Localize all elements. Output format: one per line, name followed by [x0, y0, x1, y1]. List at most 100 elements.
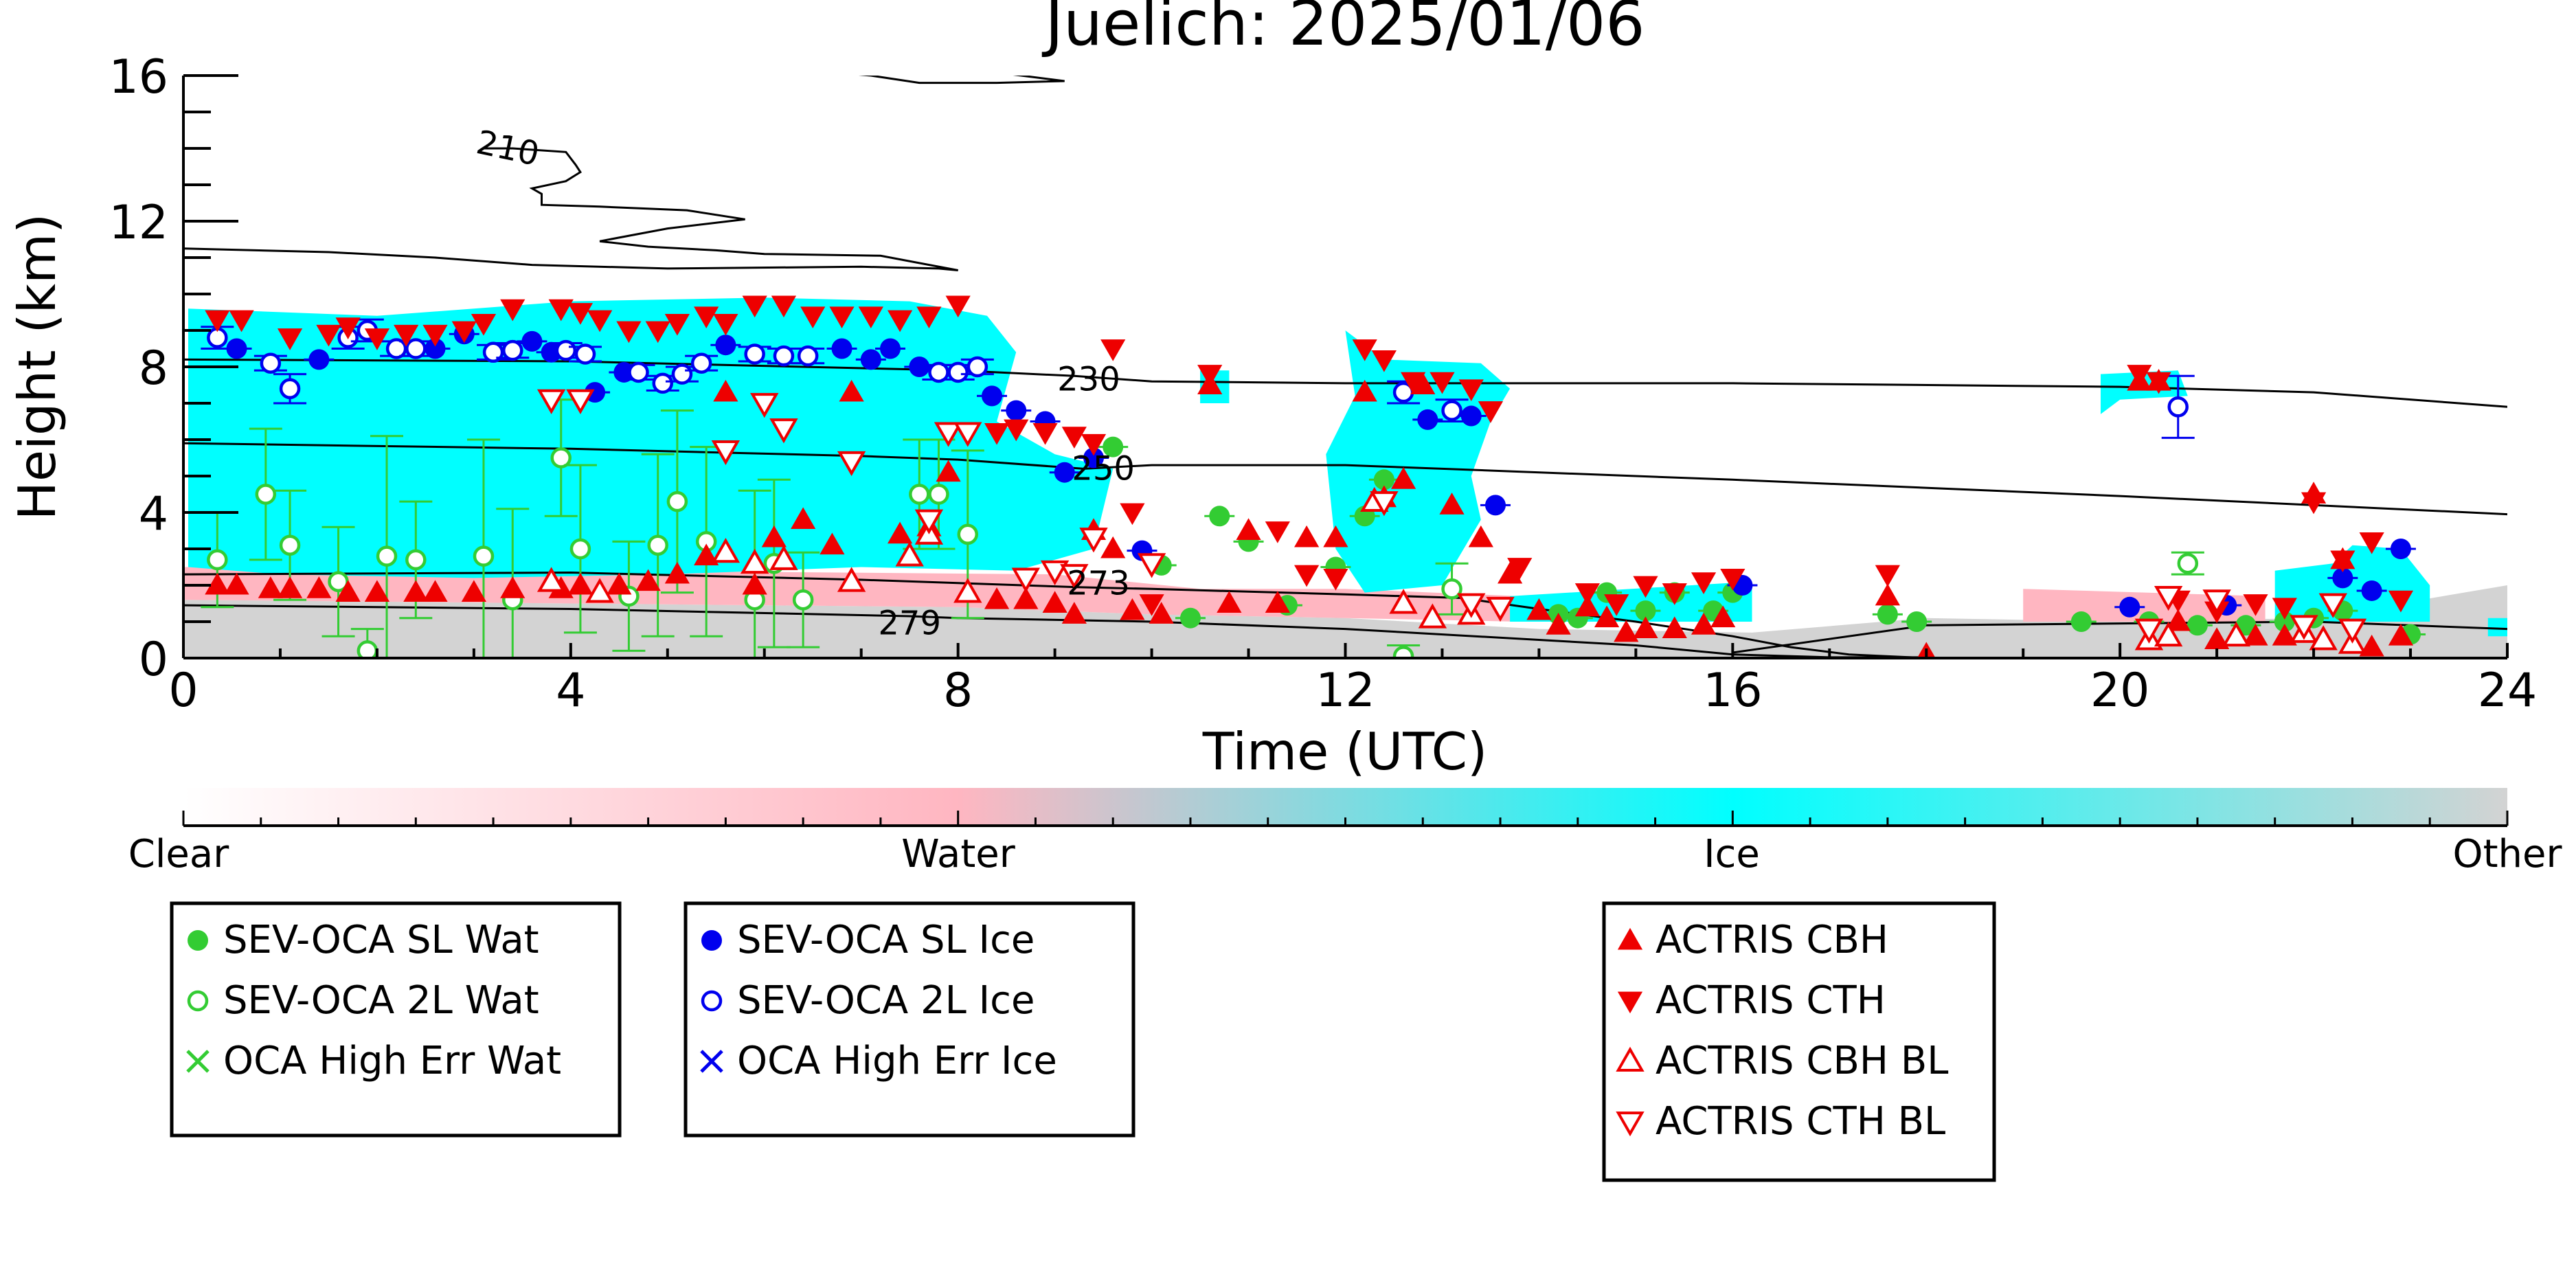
marker-shape — [574, 343, 596, 365]
other-region — [183, 585, 2507, 658]
marker-shape — [860, 349, 881, 370]
marker-shape — [1691, 572, 1717, 594]
data-markers — [201, 295, 2426, 658]
x-tick-label: 24 — [2478, 664, 2538, 718]
marker-shape — [1040, 560, 1070, 586]
marker-shape — [1371, 350, 1397, 372]
contour-label: 279 — [878, 605, 941, 643]
marker-shape — [701, 990, 723, 1012]
marker-shape — [945, 295, 971, 318]
actris-cbh-point — [422, 580, 448, 602]
marker-shape — [1441, 400, 1462, 421]
marker-shape — [555, 339, 577, 361]
actris-cbh-point — [1691, 613, 1717, 635]
actris-cbh-bl-point — [536, 567, 566, 592]
sev-oca-sl-wat-point — [2070, 611, 2092, 632]
actris-cth-point — [645, 321, 670, 343]
marker-shape — [1875, 565, 1900, 587]
actris-cbh-point — [1710, 605, 1736, 628]
marker-shape — [1574, 583, 1601, 605]
colorbar-ticks — [182, 811, 2509, 827]
actris-cth-point — [742, 295, 767, 318]
actris-cbh-point — [635, 569, 661, 591]
marker-shape — [2388, 590, 2414, 613]
legend-marker — [1617, 991, 1643, 1014]
marker-shape — [1662, 583, 1687, 605]
actris-cbh-point — [1323, 525, 1348, 547]
actris-cbh-point — [1265, 591, 1290, 613]
marker-shape — [713, 379, 738, 402]
sev-oca-sl-ice-point — [308, 349, 330, 370]
actris-cth-point — [1139, 594, 1164, 616]
actris-cbh-point — [2388, 623, 2414, 646]
sev-oca-sl-ice-point — [226, 338, 247, 359]
contour-labels: 210 230 250 273 279 — [473, 123, 1135, 643]
marker-shape — [1877, 604, 1898, 625]
actris-cbh-point — [820, 532, 845, 555]
actris-cth-bl-point — [711, 440, 741, 466]
actris-cbh-point — [791, 507, 816, 530]
marker-shape — [187, 990, 209, 1012]
marker-shape — [909, 484, 930, 505]
sev-oca-2l-wat-point — [405, 549, 427, 571]
marker-shape — [566, 389, 595, 414]
actris-cth-bl-point — [914, 509, 944, 534]
actris-cbh-point — [567, 572, 594, 595]
marker-shape — [1103, 436, 1124, 457]
marker-shape — [2361, 580, 2382, 601]
marker-shape — [1486, 596, 1515, 622]
marker-shape — [364, 328, 390, 350]
sev-oca-2l-wat-point — [376, 545, 398, 567]
sev-oca-2l-ice-point — [797, 345, 819, 367]
marker-shape — [536, 567, 566, 592]
contour-line — [183, 358, 2507, 408]
actris-cth-point — [1032, 422, 1058, 445]
legend-marker — [188, 930, 208, 951]
actris-cth-point — [916, 306, 942, 329]
marker-shape — [1265, 591, 1290, 613]
colorbar-label-other: Other — [2452, 832, 2562, 877]
marker-shape — [205, 310, 230, 332]
sev-oca-sl-wat-point — [1635, 600, 1656, 622]
actris-cth-point — [2127, 365, 2152, 387]
marker-shape — [1370, 491, 1399, 517]
colorbar-label-ice: Ice — [1704, 832, 1760, 877]
sev-oca-2l-wat-point — [279, 534, 301, 556]
marker-shape — [2388, 623, 2414, 646]
marker-shape — [769, 545, 798, 570]
actris-cth-bl-point — [1457, 593, 1486, 618]
actris-cbh-point — [277, 576, 303, 598]
marker-shape — [666, 490, 688, 512]
marker-shape — [1392, 646, 1414, 658]
actris-cth-bl-point — [1060, 564, 1089, 589]
marker-shape — [260, 352, 282, 374]
marker-shape — [1323, 525, 1348, 547]
sev-oca-2l-wat-point — [909, 484, 930, 505]
marker-shape — [769, 418, 798, 444]
sev-oca-2l-ice-point — [502, 339, 523, 361]
marker-shape — [1526, 598, 1552, 620]
marker-shape — [934, 422, 963, 447]
marker-shape — [2134, 618, 2164, 644]
legend-marker — [701, 990, 723, 1012]
marker-shape — [1720, 568, 1745, 591]
marker-shape — [647, 534, 668, 556]
marker-shape — [473, 545, 495, 567]
marker-shape — [947, 361, 969, 383]
marker-shape — [2243, 594, 2268, 616]
marker-shape — [1139, 594, 1164, 616]
legend-marker — [701, 930, 722, 951]
marker-shape — [2332, 567, 2353, 589]
marker-shape — [1390, 467, 1416, 489]
x-tick-label: 20 — [2090, 664, 2150, 718]
marker-shape — [186, 1050, 210, 1073]
marker-shape — [1081, 433, 1107, 456]
marker-shape — [1460, 405, 1482, 427]
actris-cbh-point — [403, 580, 429, 602]
marker-shape — [1574, 594, 1601, 617]
contour-label: 273 — [1067, 564, 1130, 602]
marker-shape — [928, 484, 949, 505]
actris-cth-point — [1633, 576, 1658, 598]
marker-shape — [1294, 565, 1320, 587]
